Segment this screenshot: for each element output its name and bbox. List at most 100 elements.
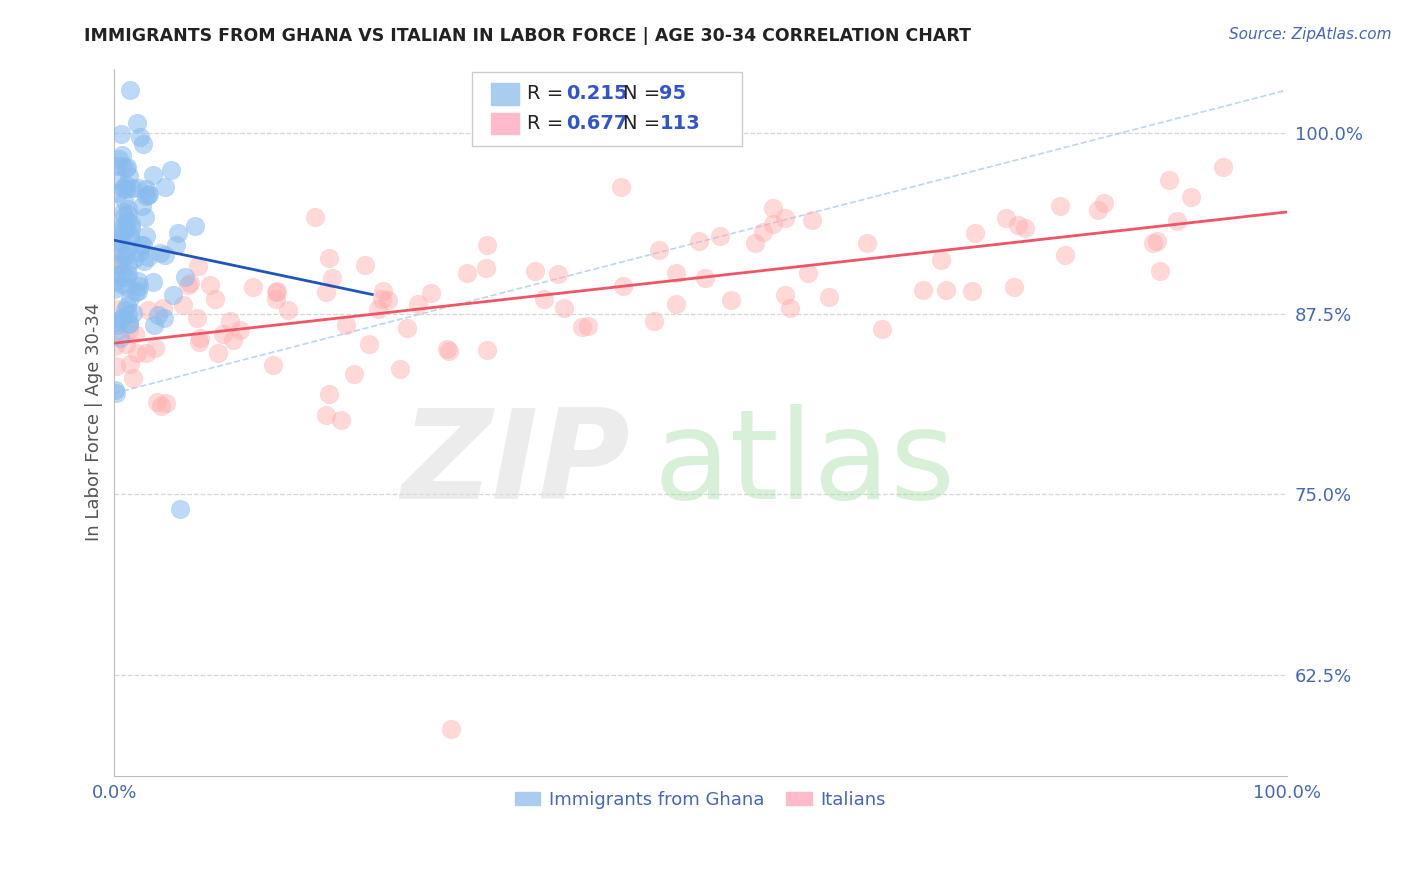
Point <box>112 249 135 263</box>
Point <box>935 283 957 297</box>
Point <box>111 181 134 195</box>
Point <box>150 399 173 413</box>
Point <box>354 258 377 272</box>
Point <box>118 227 141 242</box>
Point <box>136 250 159 264</box>
Point <box>112 210 135 224</box>
Point <box>475 343 498 357</box>
Point <box>1049 199 1071 213</box>
Point <box>665 297 688 311</box>
Point <box>132 254 155 268</box>
Point <box>456 266 478 280</box>
Point <box>610 180 633 194</box>
Point <box>104 274 127 288</box>
Point <box>995 211 1018 226</box>
Point <box>357 337 380 351</box>
Point <box>152 301 174 315</box>
Point <box>965 226 987 240</box>
Point <box>169 501 191 516</box>
Point <box>329 413 352 427</box>
Point <box>107 152 129 166</box>
Point <box>1007 219 1029 233</box>
Point <box>335 318 357 332</box>
Point <box>571 320 593 334</box>
Point <box>135 346 157 360</box>
Point <box>128 130 150 145</box>
Point <box>118 291 141 305</box>
Point <box>389 361 412 376</box>
Point <box>648 244 671 258</box>
Point <box>643 313 665 327</box>
Point <box>110 236 132 251</box>
Point <box>132 137 155 152</box>
Point <box>318 386 340 401</box>
Point <box>371 285 394 299</box>
Point <box>775 288 797 302</box>
Point <box>688 234 710 248</box>
Point <box>188 331 211 345</box>
Point <box>1159 173 1181 187</box>
Point <box>143 318 166 333</box>
Point <box>187 334 209 349</box>
Point <box>219 314 242 328</box>
Point <box>118 232 141 246</box>
Point <box>1087 202 1109 217</box>
Point <box>129 238 152 252</box>
Point <box>818 290 841 304</box>
Point <box>204 292 226 306</box>
Point <box>149 246 172 260</box>
Point <box>127 284 149 298</box>
Point <box>321 270 343 285</box>
Point <box>117 207 139 221</box>
Point <box>112 194 135 208</box>
Point <box>142 275 165 289</box>
Point <box>242 279 264 293</box>
Point <box>1002 280 1025 294</box>
Point <box>277 303 299 318</box>
Point <box>129 245 152 260</box>
Point <box>112 224 135 238</box>
Point <box>118 357 141 371</box>
Point <box>184 219 207 233</box>
Point <box>315 285 337 300</box>
Point <box>179 277 201 291</box>
Point <box>120 221 142 235</box>
Point <box>128 279 150 293</box>
Point <box>134 210 156 224</box>
Point <box>797 267 820 281</box>
Text: IMMIGRANTS FROM GHANA VS ITALIAN IN LABOR FORCE | AGE 30-34 CORRELATION CHART: IMMIGRANTS FROM GHANA VS ITALIAN IN LABO… <box>84 27 972 45</box>
Point <box>108 313 131 327</box>
Point <box>105 243 128 257</box>
Legend: Immigrants from Ghana, Italians: Immigrants from Ghana, Italians <box>508 783 893 816</box>
Y-axis label: In Labor Force | Age 30-34: In Labor Force | Age 30-34 <box>86 302 103 541</box>
Point <box>132 238 155 252</box>
Text: 95: 95 <box>659 85 686 103</box>
Point <box>127 346 149 360</box>
Point <box>1166 214 1188 228</box>
Point <box>121 181 143 195</box>
Point <box>1149 263 1171 277</box>
Point <box>929 252 952 267</box>
Point <box>111 159 134 173</box>
Point <box>186 310 208 325</box>
Point <box>117 202 139 216</box>
Point <box>1142 235 1164 250</box>
Point <box>198 277 221 292</box>
Point <box>153 310 176 325</box>
Point <box>162 288 184 302</box>
Point <box>104 386 127 401</box>
Point <box>870 322 893 336</box>
Point <box>112 204 135 219</box>
Text: N =: N = <box>623 85 666 103</box>
Point <box>138 186 160 201</box>
Point <box>211 327 233 342</box>
Point <box>751 225 773 239</box>
Point <box>114 182 136 196</box>
Point <box>118 317 141 331</box>
Point <box>524 264 547 278</box>
Point <box>122 252 145 266</box>
Point <box>104 315 127 329</box>
Point <box>111 311 134 326</box>
Point <box>475 261 498 276</box>
Point <box>160 162 183 177</box>
